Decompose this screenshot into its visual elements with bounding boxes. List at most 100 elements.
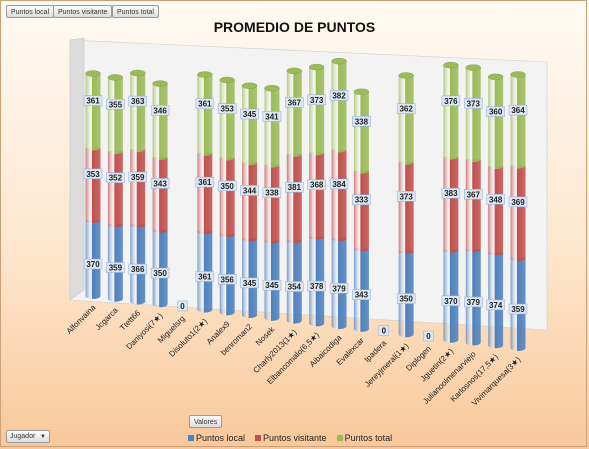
data-label: 382 <box>332 91 346 100</box>
data-label-box <box>307 94 326 106</box>
data-label-box <box>262 279 282 291</box>
bar-top-cap <box>286 67 303 75</box>
bar-segment-puntos-visitante <box>85 147 101 224</box>
bar-segment-puntos-total <box>488 76 504 170</box>
legend-swatch-visitante <box>255 435 262 441</box>
data-label-box <box>106 172 125 183</box>
data-label: 0 <box>426 332 431 341</box>
data-label-box <box>508 196 528 208</box>
bar-segment-puntos-total <box>331 61 347 153</box>
legend-swatch-local <box>188 435 194 441</box>
data-label-box <box>128 263 147 275</box>
bar-segment-puntos-visitante <box>465 159 481 253</box>
bar-segment-puntos-total <box>353 91 369 174</box>
legend-label-total: Puntos total <box>344 433 393 443</box>
data-label: 376 <box>444 97 458 106</box>
bar-top-cap <box>353 88 370 95</box>
data-label: 343 <box>355 291 369 300</box>
bar-top-cap <box>487 73 504 81</box>
data-label: 379 <box>332 284 346 293</box>
data-label: 348 <box>489 195 503 204</box>
bar-segment-puntos-visitante <box>398 161 414 254</box>
data-label-box <box>464 296 483 308</box>
bar-segment-puntos-total <box>510 74 526 169</box>
bar-segment-puntos-visitante <box>242 162 258 242</box>
data-label: 359 <box>109 263 123 272</box>
data-label: 350 <box>221 182 235 191</box>
data-label: 367 <box>467 190 481 199</box>
data-label-box <box>195 176 215 188</box>
bar-top-cap <box>241 82 258 89</box>
data-label-box <box>423 330 434 342</box>
data-label-box <box>285 281 304 292</box>
bar-segment-puntos-visitante <box>443 156 459 253</box>
legend-item-total: Puntos total <box>336 433 393 443</box>
data-label-box <box>217 180 237 192</box>
category-label: Jereyjmeral(1★) <box>363 341 411 389</box>
field-button-puntos-total[interactable]: Puntos total <box>112 5 159 18</box>
zero-label: 0 <box>423 330 434 342</box>
data-label-box <box>396 191 416 202</box>
data-label-box <box>150 178 170 189</box>
data-label-box <box>441 95 461 107</box>
data-label-box <box>262 111 282 122</box>
data-label: 344 <box>243 186 257 195</box>
bar-segment-puntos-total <box>197 74 213 156</box>
data-label-box <box>486 106 505 117</box>
bar-segment-puntos-total <box>85 73 101 151</box>
bar-segment-puntos-visitante <box>488 166 504 256</box>
data-label: 373 <box>467 99 481 108</box>
data-label: 384 <box>332 180 346 189</box>
bar-top-cap <box>331 57 347 65</box>
legend-swatch-total <box>336 435 343 441</box>
data-label: 373 <box>399 192 413 201</box>
data-label-box <box>83 168 103 180</box>
data-label-box <box>240 185 259 196</box>
data-label: 346 <box>153 106 167 115</box>
field-button-puntos-local[interactable]: Puntos local <box>6 5 55 18</box>
bar-segment-puntos-visitante <box>219 157 235 238</box>
data-label-box <box>352 116 371 127</box>
data-label: 343 <box>153 179 167 188</box>
data-label: 353 <box>86 170 100 179</box>
bar-top-cap <box>219 76 235 84</box>
data-label-box <box>262 187 282 198</box>
data-label-box <box>464 189 483 200</box>
bar-segment-puntos-total <box>398 75 414 165</box>
data-label: 352 <box>109 174 123 183</box>
data-label-box <box>307 179 326 190</box>
bar-segment-puntos-visitante <box>152 157 168 233</box>
field-button-puntos-visitante[interactable]: Puntos visitante <box>53 5 113 18</box>
data-label-box <box>177 300 188 312</box>
data-label-box <box>441 187 461 199</box>
chart-title: PROMEDIO DE PUNTOS <box>213 19 376 35</box>
zero-label: 0 <box>378 325 390 336</box>
data-label-box <box>128 171 147 183</box>
data-label-box <box>464 98 483 109</box>
data-label-box <box>441 295 461 307</box>
values-field-button[interactable]: Valores <box>189 415 223 428</box>
data-label-box <box>352 194 371 205</box>
data-label: 374 <box>489 301 503 310</box>
bar-top-cap <box>197 71 213 78</box>
data-label-box <box>307 280 326 292</box>
bar-segment-puntos-total <box>264 88 280 168</box>
data-label-box <box>83 258 103 270</box>
data-label-box <box>150 105 170 116</box>
data-label: 356 <box>221 275 235 284</box>
data-label-box <box>329 283 349 294</box>
data-label: 355 <box>109 100 123 109</box>
bar-segment-puntos-visitante <box>286 154 302 244</box>
bar-segment-puntos-total <box>219 79 235 161</box>
bar-top-cap <box>398 72 414 79</box>
data-label: 361 <box>86 97 100 106</box>
data-label: 361 <box>198 100 212 109</box>
data-label: 333 <box>355 196 369 205</box>
data-label: 350 <box>399 295 413 304</box>
data-label: 353 <box>221 105 235 114</box>
data-label-box <box>217 103 237 114</box>
jugador-dropdown[interactable]: Jugador ▼ <box>6 430 50 443</box>
data-label-box <box>285 97 304 108</box>
data-label-box <box>240 277 259 289</box>
